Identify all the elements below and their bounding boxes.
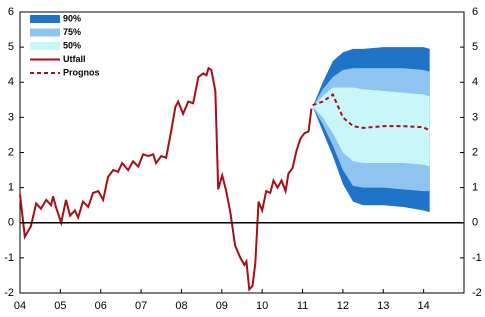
legend-label: 75% bbox=[63, 27, 81, 37]
y-tick-label: -1 bbox=[4, 252, 14, 264]
x-tick-label: 11 bbox=[297, 300, 308, 312]
y-tick-label: 6 bbox=[8, 6, 14, 18]
y-tick-label: 3 bbox=[8, 111, 14, 123]
y2-tick-label: 3 bbox=[472, 111, 478, 123]
y2-tick-label: 1 bbox=[472, 182, 478, 194]
x-tick-label: 12 bbox=[337, 300, 349, 312]
x-tick-label: 05 bbox=[54, 300, 66, 312]
y2-tick-label: 5 bbox=[472, 41, 478, 53]
x-tick-label: 14 bbox=[418, 300, 430, 312]
legend-label: Prognos bbox=[63, 67, 100, 77]
outcome-line bbox=[19, 66, 313, 292]
y2-tick-label: 4 bbox=[472, 76, 478, 88]
y2-tick-label: 0 bbox=[472, 217, 478, 229]
y2-tick-label: 2 bbox=[472, 146, 478, 158]
x-tick-label: 07 bbox=[135, 300, 147, 312]
y-tick-label: 1 bbox=[8, 182, 14, 194]
y-tick-label: 0 bbox=[8, 217, 14, 229]
y2-tick-label: -2 bbox=[472, 287, 482, 299]
y-tick-label: 2 bbox=[8, 146, 14, 158]
legend-swatch bbox=[30, 42, 60, 50]
forecast-line bbox=[312, 93, 431, 132]
y-tick-label: 4 bbox=[8, 76, 14, 88]
legend-swatch bbox=[30, 28, 60, 37]
y2-tick-label: 6 bbox=[472, 6, 478, 18]
y-tick-label: -2 bbox=[4, 287, 14, 299]
x-tick-label: 13 bbox=[377, 300, 389, 312]
x-tick-label: 10 bbox=[256, 300, 268, 312]
legend-label: 50% bbox=[63, 40, 81, 50]
legend-swatch bbox=[30, 15, 60, 23]
x-tick-label: 06 bbox=[95, 300, 107, 312]
x-tick-label: 08 bbox=[175, 300, 187, 312]
x-tick-label: 04 bbox=[14, 300, 26, 312]
x-tick-label: 09 bbox=[216, 300, 228, 312]
y2-tick-label: -1 bbox=[472, 252, 482, 264]
y-tick-label: 5 bbox=[8, 41, 14, 53]
legend-label: Utfall bbox=[63, 54, 86, 64]
legend-label: 90% bbox=[63, 13, 81, 23]
